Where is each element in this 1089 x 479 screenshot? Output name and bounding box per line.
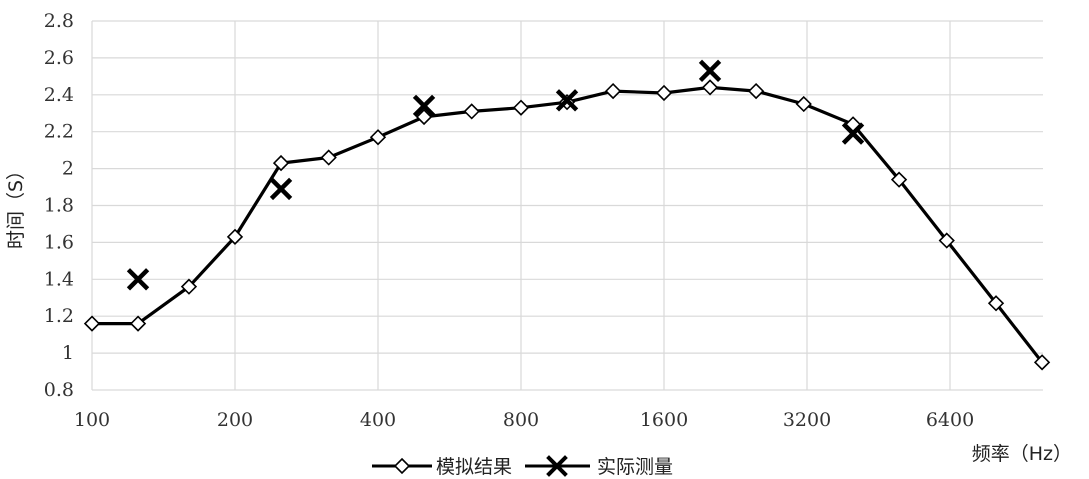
y-tick-label: 1.8 <box>44 195 74 217</box>
y-tick-label: 1.6 <box>44 231 74 253</box>
y-axis-label: 时间（S） <box>5 161 27 249</box>
data-point-simulated <box>320 149 337 166</box>
data-point-simulated <box>512 99 530 116</box>
tick-labels: 0.8 1 1.2 1.4 1.6 1.8 2 2.2 2.4 2.6 2.8 100 200 400 80… <box>44 10 974 431</box>
y-tick-label: 1 <box>62 342 74 364</box>
data-point-simulated <box>795 95 812 113</box>
x-tick-label: 200 <box>217 409 253 431</box>
data-point-measured <box>269 177 293 201</box>
y-tick-label: 1.4 <box>44 268 74 290</box>
x-tick-label: 800 <box>503 409 539 431</box>
data-point-measured <box>412 94 436 118</box>
data-point-simulated <box>604 82 622 100</box>
legend-label-measured: 实际测量 <box>597 456 673 478</box>
grid <box>91 20 1043 391</box>
data-point-simulated <box>747 82 765 100</box>
data-point-measured <box>698 59 722 82</box>
y-tick-label: 2 <box>62 158 74 180</box>
y-tick-label: 1.2 <box>44 305 74 327</box>
data-point-simulated <box>415 108 433 126</box>
data-point-simulated <box>369 129 387 146</box>
data-point-simulated <box>987 295 1005 312</box>
data-point-simulated <box>83 315 101 332</box>
x-axis-label: 频率（Hz） <box>972 443 1072 465</box>
data-point-simulated <box>890 171 908 188</box>
y-tick-label: 2.8 <box>44 10 74 32</box>
x-tick-label: 6400 <box>926 409 974 431</box>
data-point-measured <box>841 122 865 145</box>
data-point-simulated <box>1033 354 1051 371</box>
data-point-simulated <box>463 103 480 120</box>
y-tick-label: 2.6 <box>44 47 74 69</box>
y-tick-label: 2.4 <box>44 84 74 106</box>
legend-label-simulated: 模拟结果 <box>436 456 512 478</box>
y-tick-label: 2.2 <box>44 121 74 143</box>
legend-marker-measured <box>546 455 568 477</box>
data-point-simulated <box>655 84 673 102</box>
x-tick-label: 3200 <box>783 409 831 431</box>
series <box>83 59 1051 371</box>
data-point-simulated <box>129 315 147 332</box>
data-point-simulated <box>180 278 198 295</box>
legend-marker-simulated <box>393 457 411 475</box>
data-point-simulated <box>272 154 290 172</box>
x-tick-label: 100 <box>74 409 110 431</box>
data-point-measured <box>126 268 150 291</box>
data-point-simulated <box>226 228 244 245</box>
data-point-simulated <box>701 79 719 96</box>
x-tick-label: 1600 <box>640 409 688 431</box>
y-tick-label: 0.8 <box>44 379 74 401</box>
x-tick-label: 400 <box>360 409 396 431</box>
legend: 模拟结果 实际测量 <box>372 455 673 478</box>
data-point-simulated <box>938 232 955 249</box>
data-point-measured <box>555 89 579 112</box>
